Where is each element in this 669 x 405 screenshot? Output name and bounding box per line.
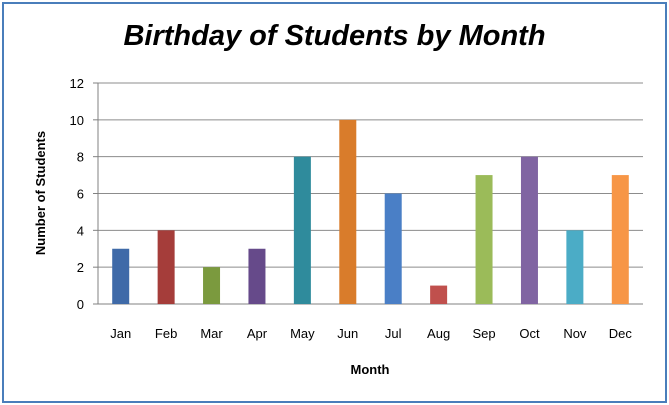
y-tick-label: 0	[77, 297, 84, 312]
bar-jul	[384, 193, 402, 304]
x-tick-label-may: May	[290, 326, 315, 341]
x-tick-label-jul: Jul	[385, 326, 402, 341]
bar-feb	[157, 230, 175, 304]
x-tick-label-apr: Apr	[247, 326, 268, 341]
y-tick-label: 4	[77, 223, 84, 238]
x-tick-label-jun: Jun	[337, 326, 358, 341]
bars	[112, 119, 629, 304]
bar-may	[293, 156, 311, 304]
x-axis-label: Month	[351, 362, 390, 377]
x-tick-label-mar: Mar	[200, 326, 223, 341]
x-tick-label-dec: Dec	[609, 326, 633, 341]
y-tick-labels: 0 2 4 6 8 10 12	[70, 76, 84, 312]
x-tick-label-nov: Nov	[563, 326, 587, 341]
bar-jun	[339, 119, 357, 304]
x-tick-label-feb: Feb	[155, 326, 177, 341]
bar-dec	[611, 175, 629, 304]
bar-oct	[520, 156, 538, 304]
gridlines	[93, 82, 643, 305]
bar-apr	[248, 248, 266, 304]
bar-sep	[475, 175, 493, 304]
bar-jan	[112, 248, 130, 304]
y-tick-label: 6	[77, 187, 84, 202]
x-tick-label-aug: Aug	[427, 326, 450, 341]
y-tick-label: 10	[70, 113, 84, 128]
bar-nov	[566, 230, 584, 304]
chart-title: Birthday of Students by Month	[123, 20, 546, 52]
bar-aug	[430, 285, 448, 304]
x-tick-label-oct: Oct	[519, 326, 540, 341]
bar-mar	[203, 267, 221, 304]
x-tick-label-sep: Sep	[472, 326, 495, 341]
x-tick-labels: Jan Feb Mar Apr May Jun Jul Aug Sep Oct Nov Dec	[110, 326, 632, 341]
y-tick-label: 12	[70, 76, 84, 91]
y-tick-label: 2	[77, 260, 84, 275]
y-axis-label: Number of Students	[33, 131, 48, 255]
x-tick-label-jan: Jan	[110, 326, 131, 341]
y-tick-label: 8	[77, 150, 84, 165]
